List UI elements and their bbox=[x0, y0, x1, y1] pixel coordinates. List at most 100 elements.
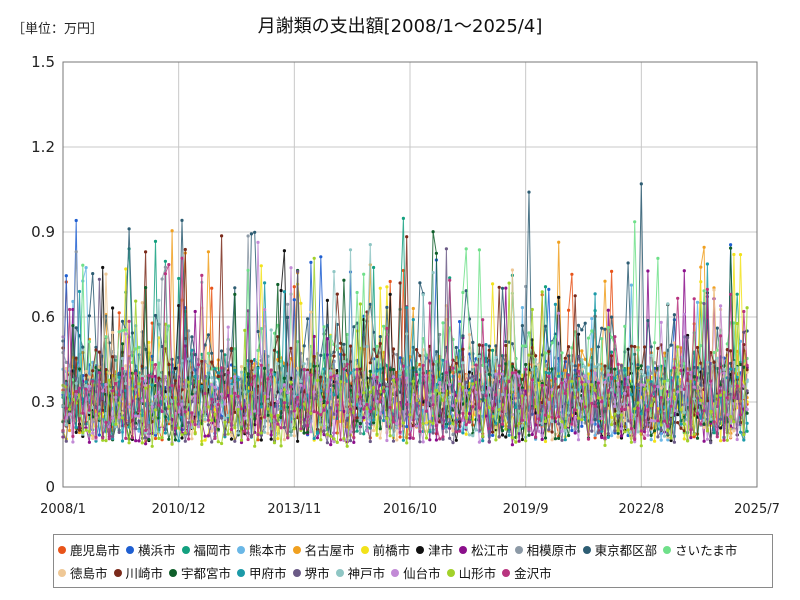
data-point bbox=[263, 281, 267, 285]
data-point bbox=[676, 375, 680, 379]
data-point bbox=[653, 384, 657, 388]
data-point bbox=[742, 438, 746, 442]
data-point bbox=[649, 353, 653, 358]
data-point bbox=[467, 412, 472, 416]
data-point bbox=[173, 379, 177, 383]
data-point bbox=[193, 309, 197, 314]
legend-label: 横浜市 bbox=[138, 543, 176, 558]
series-20 bbox=[61, 256, 749, 442]
data-point bbox=[220, 234, 224, 238]
data-point bbox=[276, 282, 280, 287]
data-point bbox=[68, 364, 72, 368]
data-point bbox=[213, 408, 217, 412]
data-point bbox=[398, 356, 402, 360]
data-point bbox=[140, 399, 144, 403]
data-point bbox=[725, 438, 729, 442]
data-point bbox=[507, 393, 511, 397]
data-point bbox=[200, 352, 204, 356]
data-point bbox=[259, 264, 263, 268]
data-point bbox=[163, 375, 167, 379]
data-point bbox=[494, 438, 498, 442]
data-point bbox=[405, 332, 409, 336]
data-point bbox=[177, 439, 181, 443]
data-point bbox=[431, 271, 435, 275]
data-point bbox=[616, 429, 620, 433]
data-point bbox=[679, 408, 683, 412]
data-point bbox=[289, 385, 293, 389]
data-point bbox=[454, 430, 458, 434]
data-point bbox=[573, 294, 577, 298]
data-point bbox=[279, 426, 283, 430]
data-point bbox=[332, 393, 336, 397]
data-point bbox=[408, 432, 412, 437]
data-point bbox=[593, 371, 597, 375]
data-point bbox=[249, 232, 253, 236]
data-point bbox=[742, 433, 746, 437]
data-point bbox=[560, 438, 564, 442]
legend-label: 金沢市 bbox=[514, 566, 552, 581]
data-point bbox=[719, 334, 723, 338]
data-point bbox=[362, 401, 366, 406]
data-point bbox=[193, 423, 197, 427]
data-point bbox=[239, 440, 244, 445]
data-point bbox=[418, 367, 422, 371]
data-point bbox=[355, 367, 359, 371]
data-point bbox=[649, 433, 653, 437]
data-point bbox=[514, 399, 518, 403]
data-point bbox=[210, 440, 214, 444]
data-point bbox=[282, 438, 286, 442]
data-point bbox=[686, 336, 690, 340]
x-tick-label: 2013/11 bbox=[267, 502, 321, 517]
data-point bbox=[629, 440, 634, 444]
data-point bbox=[150, 361, 154, 365]
data-point bbox=[563, 438, 567, 442]
data-point bbox=[117, 415, 121, 419]
data-point bbox=[239, 365, 244, 369]
data-point bbox=[319, 353, 323, 357]
data-point bbox=[173, 366, 177, 370]
data-point bbox=[101, 265, 105, 270]
data-point bbox=[104, 439, 108, 443]
data-point bbox=[487, 427, 491, 431]
data-point bbox=[266, 377, 270, 381]
data-point bbox=[593, 388, 597, 392]
data-point bbox=[735, 437, 739, 442]
data-point bbox=[84, 384, 88, 388]
data-point bbox=[368, 410, 372, 414]
data-point bbox=[477, 354, 481, 359]
legend-marker bbox=[58, 545, 66, 554]
data-point bbox=[372, 418, 376, 422]
data-point bbox=[464, 289, 468, 293]
data-point bbox=[71, 307, 75, 312]
data-point bbox=[348, 439, 353, 443]
data-point bbox=[114, 381, 118, 385]
data-point bbox=[140, 376, 144, 381]
data-point bbox=[117, 393, 121, 397]
data-point bbox=[391, 375, 396, 379]
data-point bbox=[160, 277, 164, 281]
data-point bbox=[266, 399, 270, 403]
data-point bbox=[458, 375, 462, 379]
data-point bbox=[276, 413, 280, 418]
data-point bbox=[213, 402, 217, 406]
data-point bbox=[629, 426, 634, 431]
data-point bbox=[543, 413, 548, 417]
data-point bbox=[111, 389, 115, 393]
data-point bbox=[117, 375, 121, 379]
data-point bbox=[127, 227, 131, 231]
data-point bbox=[434, 350, 438, 354]
data-point bbox=[375, 369, 379, 373]
data-point bbox=[87, 429, 91, 434]
data-point bbox=[378, 367, 382, 371]
data-point bbox=[120, 356, 125, 361]
data-point bbox=[547, 350, 551, 354]
data-point bbox=[735, 384, 739, 388]
data-point bbox=[365, 344, 369, 349]
legend-marker bbox=[360, 545, 369, 554]
data-point bbox=[94, 348, 98, 352]
data-point bbox=[520, 424, 525, 428]
data-point bbox=[725, 396, 729, 400]
data-point bbox=[259, 431, 263, 435]
data-point bbox=[738, 253, 743, 257]
legend-item: 東京都区部 bbox=[582, 540, 657, 559]
